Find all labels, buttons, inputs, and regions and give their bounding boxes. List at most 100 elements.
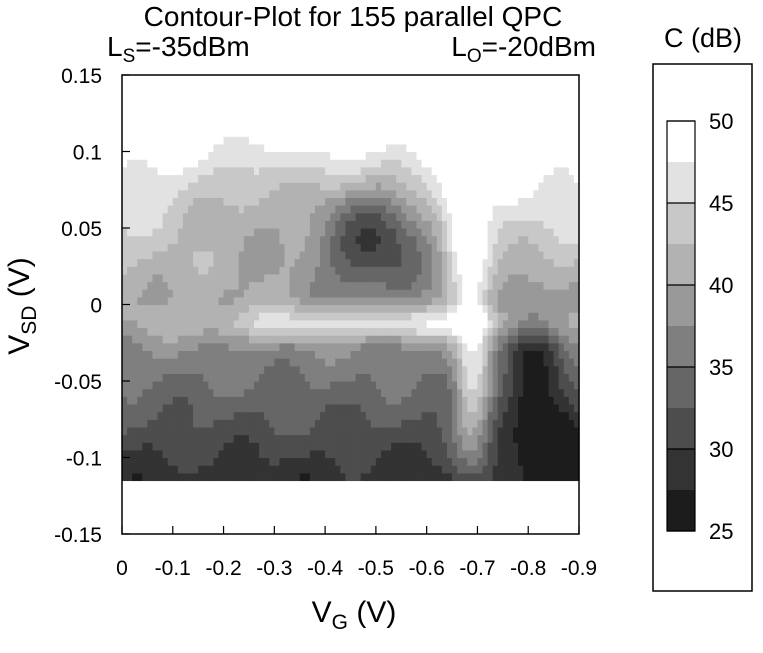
heatmap-cell bbox=[223, 411, 230, 420]
heatmap-cell bbox=[269, 151, 275, 160]
heatmap-cell bbox=[345, 174, 352, 183]
heatmap-cell bbox=[304, 304, 311, 313]
heatmap-cell bbox=[446, 396, 453, 405]
heatmap-cell bbox=[314, 258, 321, 267]
heatmap-cell bbox=[457, 319, 463, 329]
heatmap-cell bbox=[122, 281, 128, 290]
heatmap-cell bbox=[568, 189, 575, 198]
heatmap-cell bbox=[223, 258, 230, 267]
heatmap-cell bbox=[365, 396, 372, 405]
heatmap-cell bbox=[248, 174, 255, 183]
heatmap-cell bbox=[340, 388, 347, 397]
heatmap-cell bbox=[223, 403, 230, 413]
heatmap-cell bbox=[248, 396, 255, 405]
heatmap-cell bbox=[355, 258, 362, 267]
heatmap-cell bbox=[472, 457, 479, 466]
heatmap-cell bbox=[502, 312, 509, 321]
heatmap-cell bbox=[330, 235, 336, 244]
heatmap-cell bbox=[452, 266, 458, 275]
heatmap-cell bbox=[457, 174, 463, 183]
heatmap-cell bbox=[482, 151, 489, 160]
heatmap-cell bbox=[340, 434, 347, 443]
heatmap-cell bbox=[330, 243, 336, 252]
heatmap-cell bbox=[208, 289, 214, 298]
heatmap-cell bbox=[502, 220, 509, 229]
heatmap-cell bbox=[152, 128, 159, 137]
heatmap-cell bbox=[477, 419, 484, 428]
heatmap-cell bbox=[162, 151, 169, 160]
heatmap-cell bbox=[223, 465, 230, 474]
heatmap-cell bbox=[502, 419, 509, 428]
heatmap-cell bbox=[238, 212, 245, 221]
heatmap-cell bbox=[355, 281, 362, 290]
heatmap-cell bbox=[284, 319, 291, 329]
heatmap-cell bbox=[350, 319, 357, 329]
heatmap-cell bbox=[284, 273, 291, 283]
heatmap-cell bbox=[193, 281, 199, 290]
heatmap-cell bbox=[238, 434, 245, 443]
heatmap-cell bbox=[243, 304, 250, 313]
heatmap-cell bbox=[182, 472, 189, 482]
heatmap-cell bbox=[497, 327, 504, 336]
heatmap-cell bbox=[122, 212, 128, 221]
heatmap-cell bbox=[259, 319, 265, 329]
heatmap-cell bbox=[127, 411, 133, 420]
heatmap-cell bbox=[314, 434, 321, 443]
heatmap-cell bbox=[512, 189, 519, 198]
heatmap-cell bbox=[523, 136, 529, 145]
heatmap-cell bbox=[193, 166, 199, 176]
heatmap-cell bbox=[396, 258, 402, 267]
heatmap-cell bbox=[294, 281, 301, 290]
heatmap-cell bbox=[482, 342, 489, 351]
heatmap-cell bbox=[370, 442, 377, 451]
heatmap-cell bbox=[152, 289, 159, 298]
heatmap-cell bbox=[325, 335, 331, 344]
heatmap-cell bbox=[340, 289, 347, 298]
heatmap-cell bbox=[441, 373, 448, 382]
heatmap-cell bbox=[457, 327, 463, 336]
heatmap-cell bbox=[573, 182, 580, 191]
heatmap-cell bbox=[573, 465, 580, 474]
heatmap-cell bbox=[294, 212, 301, 221]
heatmap-cell bbox=[441, 166, 448, 176]
heatmap-cell bbox=[391, 250, 397, 260]
heatmap-cell bbox=[426, 128, 433, 137]
heatmap-cell bbox=[208, 228, 214, 237]
heatmap-cell bbox=[380, 426, 387, 436]
heatmap-cell bbox=[446, 449, 453, 459]
heatmap-cell bbox=[284, 419, 291, 428]
heatmap-cell bbox=[172, 472, 179, 482]
heatmap-cell bbox=[177, 465, 184, 474]
heatmap-cell bbox=[248, 411, 255, 420]
heatmap-cell bbox=[507, 426, 514, 436]
heatmap-cell bbox=[426, 312, 433, 321]
subtitle-right-rest: =-20dBm bbox=[482, 31, 596, 62]
heatmap-cell bbox=[558, 182, 565, 191]
heatmap-cell bbox=[223, 136, 230, 145]
heatmap-cell bbox=[325, 457, 331, 466]
heatmap-cell bbox=[467, 289, 473, 298]
heatmap-cell bbox=[365, 273, 372, 283]
heatmap-cell bbox=[467, 381, 473, 390]
heatmap-cell bbox=[411, 273, 418, 283]
heatmap-cell bbox=[482, 220, 489, 229]
heatmap-cell bbox=[436, 411, 443, 420]
heatmap-cell bbox=[426, 174, 433, 183]
heatmap-cell bbox=[177, 342, 184, 351]
heatmap-cell bbox=[254, 143, 260, 153]
heatmap-cell bbox=[193, 403, 199, 413]
heatmap-cell bbox=[304, 296, 311, 306]
heatmap-cell bbox=[441, 350, 448, 359]
heatmap-cell bbox=[452, 281, 458, 290]
heatmap-cell bbox=[467, 434, 473, 443]
heatmap-cell bbox=[182, 419, 189, 428]
heatmap-cell bbox=[548, 327, 555, 336]
heatmap-cell bbox=[553, 243, 560, 252]
heatmap-cell bbox=[157, 151, 164, 160]
heatmap-cell bbox=[127, 335, 133, 344]
heatmap-cell bbox=[477, 266, 484, 275]
heatmap-cell bbox=[401, 212, 407, 221]
heatmap-cell bbox=[208, 358, 214, 367]
heatmap-cell bbox=[340, 396, 347, 405]
heatmap-cell bbox=[370, 220, 377, 229]
